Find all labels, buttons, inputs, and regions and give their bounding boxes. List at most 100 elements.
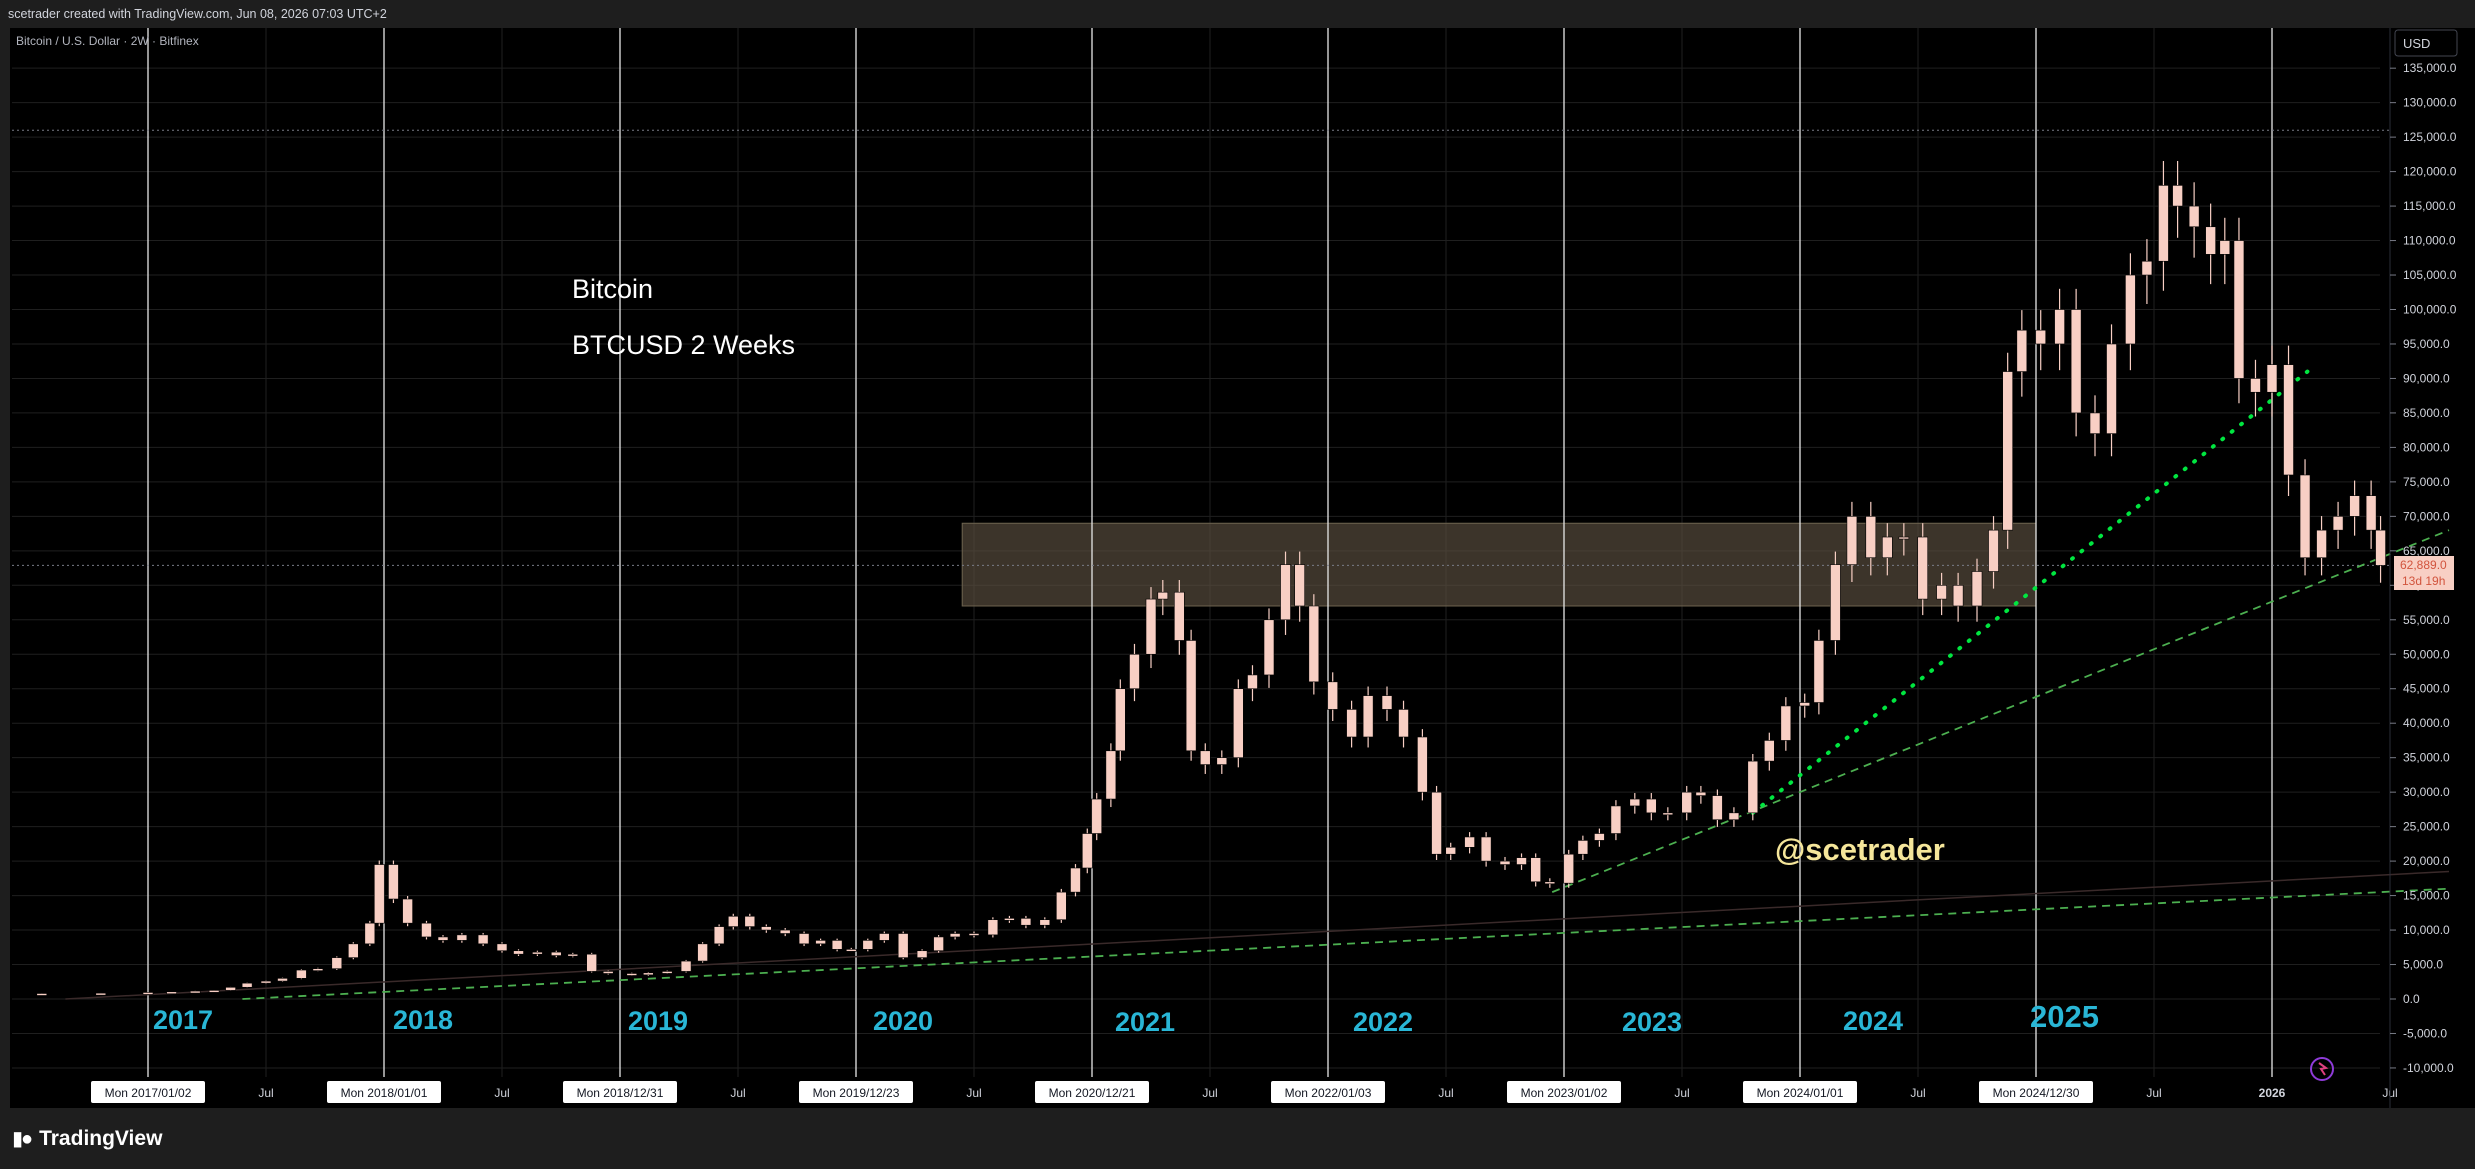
price-tick-label: 130,000.0 [2403,96,2457,110]
ohlc-bar [312,968,324,971]
ohlc-bar [744,915,756,927]
ohlc-bar [260,980,272,984]
ohlc-bar [2266,364,2278,393]
time-axis-label: Mon 2022/01/03 [1285,1086,1372,1100]
symbol-line: Bitcoin / U.S. Dollar · 2W · Bitfinex [16,34,199,48]
ohlc-bar [1865,516,1877,559]
price-tick-label: 15,000.0 [2403,889,2450,903]
ohlc-bar [1129,653,1140,690]
ohlc-bar [1799,702,1811,707]
year-label: 2024 [1843,1006,1903,1036]
year-label: 2023 [1622,1007,1682,1037]
ohlc-bar [779,929,791,934]
ohlc-bar [1020,918,1032,926]
ohlc-bar [1898,536,1910,540]
tradingview-logo-icon: ▮● [12,1128,33,1150]
ohlc-bar [142,992,154,995]
ohlc-bar [1662,812,1674,816]
ohlc-bar [831,940,843,950]
ohlc-bar [2250,378,2261,393]
ohlc-bar [2219,240,2231,255]
price-tick-label: 35,000.0 [2403,751,2450,765]
ohlc-bar [933,936,944,952]
currency-button[interactable]: USD [2394,29,2458,57]
ohlc-bar [1988,529,1999,572]
ohlc-bar [1952,584,1964,607]
ohlc-bar [2106,343,2117,434]
time-axis-box [327,1081,441,1103]
ohlc-bar [2054,309,2065,345]
ohlc-bar [1544,881,1556,885]
time-axis-label: Jul [966,1086,981,1100]
ohlc-bar [916,950,928,958]
ohlc-bar [277,978,288,982]
ohlc-bar [1081,833,1093,869]
cycle-lines [147,28,2273,1077]
header-caption: scetrader created with TradingView.com, … [8,7,387,21]
ohlc-bar [1846,516,1858,565]
price-tick-label: 80,000.0 [2403,440,2450,454]
trendline [1750,369,2310,815]
ohlc-bar [1004,918,1015,921]
time-axis-label: Mon 2023/01/02 [1521,1086,1608,1100]
ohlc-bar [1764,740,1775,762]
ohlc-bar [1747,760,1759,814]
footer: ▮● TradingView [0,1108,2475,1169]
ohlc-bar [1039,919,1051,926]
ohlc-bars [36,160,2386,996]
price-tick-label: 0.0 [2403,992,2420,1006]
ohlc-bar [1780,705,1792,741]
ohlc-bar [1247,674,1258,690]
ohlc-bar [2141,260,2153,276]
chart-subtitle: BTCUSD 2 Weeks [572,330,795,360]
ohlc-bar [2002,371,2013,531]
time-axis-label: Mon 2024/12/30 [1993,1086,2080,1100]
ohlc-bar [845,949,857,952]
ohlc-bar [2283,364,2294,476]
ohlc-bar [208,990,220,993]
year-labels: 2017 2018 2019 2020 2021 2022 2023 2024 2025 [153,999,2099,1037]
price-tick-label: 85,000.0 [2403,406,2450,420]
ohlc-bar [1105,750,1117,800]
chart-title: Bitcoin [572,274,653,304]
ohlc-bar [373,864,385,924]
time-axis-label: Mon 2018/12/31 [577,1086,664,1100]
ohlc-bar [879,933,890,941]
ohlc-bar [1346,709,1357,738]
ohlc-bar [1308,605,1320,683]
time-axis-label: Jul [730,1086,745,1100]
ohlc-bar [2172,185,2183,207]
tradingview-logo[interactable]: ▮● TradingView [12,1126,162,1151]
price-tick-label: 40,000.0 [2403,716,2450,730]
ohlc-bar [1464,836,1475,848]
ohlc-bar [1056,891,1067,921]
ohlc-bar [2158,185,2169,262]
ohlc-bar [532,951,543,955]
price-tick-label: -5,000.0 [2403,1026,2447,1040]
ohlc-bar [1445,847,1457,855]
price-axis[interactable]: -10,000.0 -5,000.0 0.0 5,000.0 10,000.0 15,00… [2389,28,2457,1108]
price-tick-label: -10,000.0 [2403,1061,2454,1075]
last-price-label: 62,889.0 13d 19h [2394,556,2454,590]
ohlc-bar [1480,836,1492,862]
year-label: 2017 [153,1005,213,1035]
ohlc-bar [421,922,432,938]
ohlc-bar [437,936,449,941]
time-axis-label: Jul [494,1086,509,1100]
ohlc-bar [1594,833,1605,841]
ohlc-bar [1695,791,1707,796]
ohlc-bar [1530,857,1541,883]
ohlc-bar [949,933,961,938]
price-tick-label: 115,000.0 [2403,199,2456,213]
ohlc-bar [1646,798,1657,814]
ohlc-bar [36,993,48,996]
time-axis[interactable]: Mon 2017/01/02 Jul Mon 2018/01/01 Jul Mon 20… [91,1081,2398,1103]
price-chart[interactable]: 2017 2018 2019 2020 2021 2022 2023 2024 2025 Mon… [0,0,2475,1108]
time-axis-label: Jul [1438,1086,1453,1100]
ohlc-bar [1091,798,1103,834]
time-axis-box [1979,1081,2093,1103]
ohlc-bar [1813,640,1825,703]
ohlc-bar [2089,412,2101,434]
replay-icon[interactable] [2310,1057,2334,1081]
ohlc-bar [798,933,810,945]
